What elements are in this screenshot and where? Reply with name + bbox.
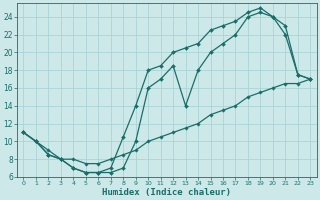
X-axis label: Humidex (Indice chaleur): Humidex (Indice chaleur) — [102, 188, 231, 197]
